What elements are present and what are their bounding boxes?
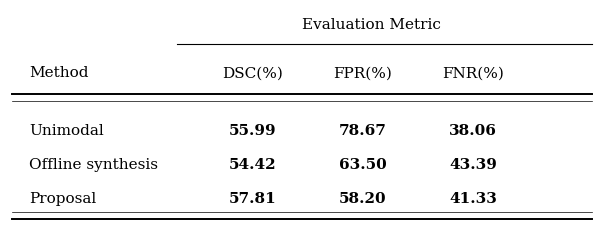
Text: 58.20: 58.20: [339, 191, 387, 205]
Text: Unimodal: Unimodal: [30, 124, 104, 138]
Text: FNR(%): FNR(%): [442, 66, 504, 80]
Text: 54.42: 54.42: [229, 157, 277, 171]
Text: Method: Method: [30, 66, 89, 80]
Text: Proposal: Proposal: [30, 191, 97, 205]
Text: 43.39: 43.39: [449, 157, 497, 171]
Text: FPR(%): FPR(%): [333, 66, 393, 80]
Text: 63.50: 63.50: [339, 157, 387, 171]
Text: Offline synthesis: Offline synthesis: [30, 157, 158, 171]
Text: 38.06: 38.06: [449, 124, 497, 138]
Text: Evaluation Metric: Evaluation Metric: [302, 18, 441, 32]
Text: 55.99: 55.99: [229, 124, 277, 138]
Text: 41.33: 41.33: [449, 191, 497, 205]
Text: DSC(%): DSC(%): [222, 66, 283, 80]
Text: 78.67: 78.67: [339, 124, 387, 138]
Text: 57.81: 57.81: [229, 191, 277, 205]
